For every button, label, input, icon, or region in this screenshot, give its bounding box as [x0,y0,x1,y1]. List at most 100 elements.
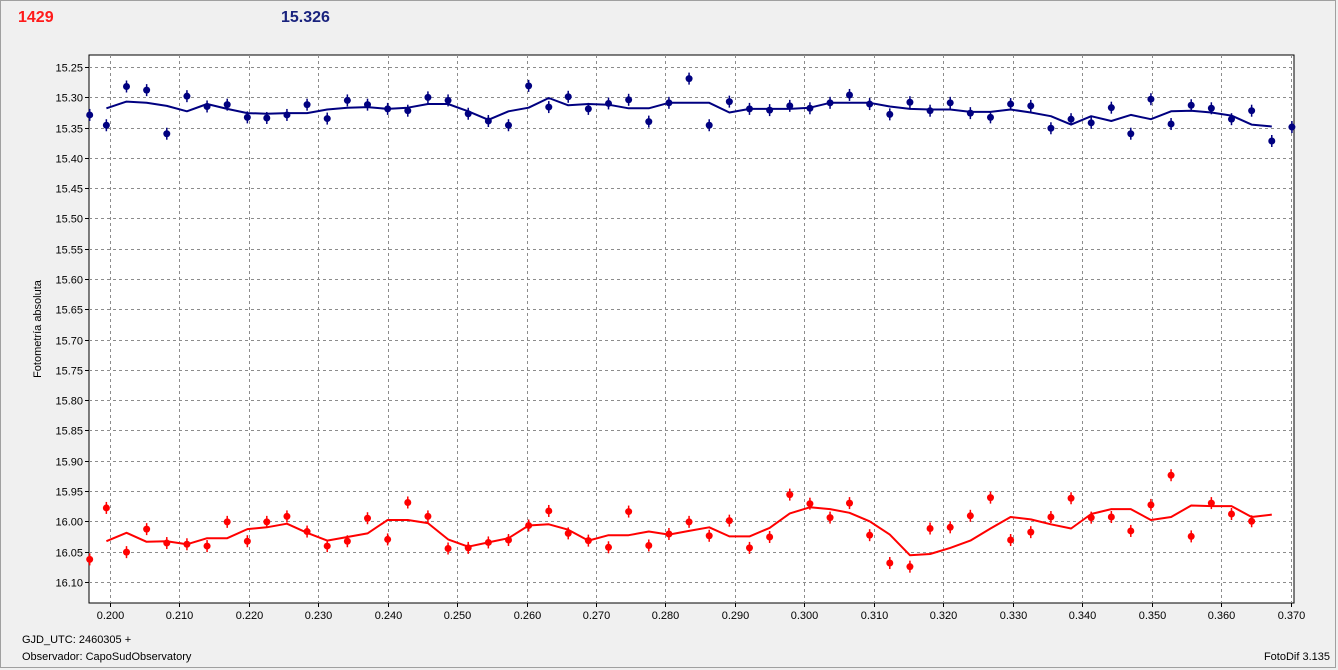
data-point [424,512,432,520]
data-point [1127,130,1135,138]
data-point [1087,514,1095,522]
data-point [1047,513,1055,521]
data-point [886,110,894,118]
data-point [143,525,151,533]
point-count: 1429 [18,9,54,26]
data-point [1107,104,1115,112]
data-point [986,113,994,121]
data-point [1027,528,1035,536]
data-point [1248,517,1256,525]
data-point [545,103,553,111]
x-tick-label: 0.210 [166,610,194,622]
data-point [323,542,331,550]
data-point [243,537,251,545]
y-tick-label: 16.00 [55,517,83,529]
data-point [1027,102,1035,110]
y-tick-label: 16.10 [55,578,83,590]
data-point [1007,536,1015,544]
data-point [364,514,372,522]
data-point [1127,527,1135,535]
x-tick-label: 0.340 [1069,610,1097,622]
data-point [504,536,512,544]
data-point [866,531,874,539]
data-point [846,91,854,99]
data-point [163,539,171,547]
data-point [1147,501,1155,509]
data-point [745,105,753,113]
data-point [1087,119,1095,127]
series-1 [86,72,1296,147]
data-point [1288,123,1296,131]
data-point [564,93,572,101]
data-point [404,498,412,506]
data-point [283,111,291,119]
data-point [303,101,311,109]
data-point [263,518,271,526]
data-point [685,75,693,83]
data-point [725,98,733,106]
y-tick-label: 15.95 [55,487,83,499]
data-point [223,101,231,109]
y-tick-label: 15.80 [55,396,83,408]
data-point [504,121,512,129]
data-point [1248,107,1256,115]
data-point [665,99,673,107]
grid-lines [89,55,1294,603]
y-tick-label: 15.30 [55,93,83,105]
data-point [102,121,110,129]
x-tick-label: 0.290 [722,610,750,622]
y-tick-label: 15.65 [55,305,83,317]
data-point [605,543,613,551]
data-point [183,92,191,100]
data-point [906,98,914,106]
data-point [1107,513,1115,521]
software-version: FotoDif 3.135 [1263,651,1330,663]
y-tick-label: 15.60 [55,275,83,287]
data-point [705,532,713,540]
data-point [745,544,753,552]
data-point [464,110,472,118]
data-point [303,528,311,536]
data-point [786,102,794,110]
y-tick-label: 15.45 [55,184,83,196]
data-point [725,517,733,525]
x-tick-label: 0.240 [375,610,403,622]
data-point [1227,115,1235,123]
data-point [343,537,351,545]
data-point [484,117,492,125]
data-point [163,130,171,138]
photometry-chart: 0.200 0.210 0.220 0.230 0.240 0.250 0.260 0.270… [32,54,1305,622]
data-point [926,107,934,115]
data-point [1207,499,1215,507]
y-tick-label: 15.90 [55,457,83,469]
data-point [243,113,251,121]
x-tick-label: 0.360 [1208,610,1236,622]
data-point [1147,95,1155,103]
data-point [564,529,572,537]
data-point [223,518,231,526]
data-point [1167,120,1175,128]
fit-line [106,504,1272,557]
data-point [424,93,432,101]
data-point [665,530,673,538]
x-tick-label: 0.320 [930,610,958,622]
data-point [584,105,592,113]
y-tick-label: 16.05 [55,548,83,560]
data-point [464,544,472,552]
data-point [946,99,954,107]
data-point [384,535,392,543]
data-point [102,504,110,512]
plot-area [88,54,1295,604]
x-tick-label: 0.310 [861,610,889,622]
observer-label: Observador: CapoSudObservatory [22,651,192,663]
y-tick-label: 15.25 [55,63,83,75]
data-point [806,104,814,112]
x-tick-label: 0.200 [97,610,125,622]
data-point [1187,101,1195,109]
x-tick-label: 0.230 [305,610,333,622]
x-tick-label: 0.350 [1139,610,1167,622]
x-tick-label: 0.270 [583,610,611,622]
data-point [966,109,974,117]
fit-line [106,97,1272,128]
